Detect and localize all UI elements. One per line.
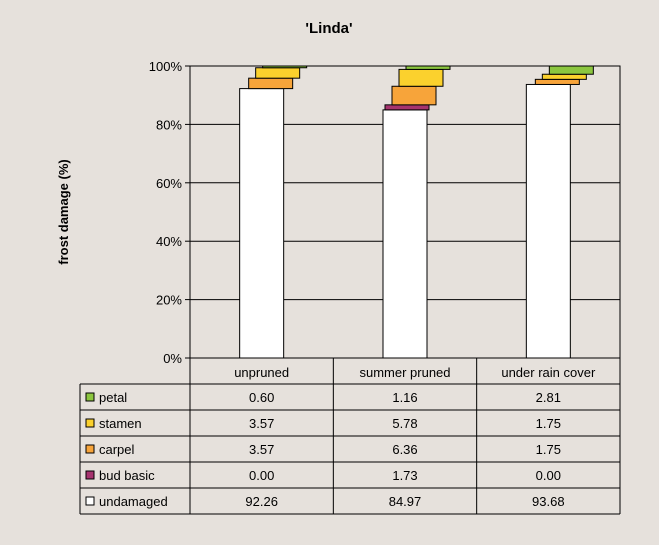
bar-stamen <box>541 73 587 80</box>
y-tick-label: 40% <box>156 234 182 249</box>
table-cell: 3.57 <box>249 416 274 431</box>
data-table: unpruned summer pruned under rain cover pet… <box>79 358 621 515</box>
bar-petal <box>548 65 594 75</box>
table-cell: 92.26 <box>245 494 278 509</box>
table-cell: 0.60 <box>249 390 274 405</box>
bar-carpel <box>248 77 294 90</box>
bar-petal <box>262 65 308 69</box>
legend-label: undamaged <box>99 494 168 509</box>
table-cell: 0.00 <box>249 468 274 483</box>
table-cell: 6.36 <box>392 442 417 457</box>
legend-swatch <box>85 418 95 428</box>
y-tick-label: 80% <box>156 117 182 132</box>
table-cell: 3.57 <box>249 442 274 457</box>
legend-swatch <box>85 392 95 402</box>
legend-swatch <box>85 444 95 454</box>
bar-carpel <box>391 85 437 106</box>
table-cell: 93.68 <box>532 494 565 509</box>
y-tick-label: 20% <box>156 293 182 308</box>
y-axis-label: frost damage (%) <box>56 159 71 264</box>
y-tick-label: 60% <box>156 176 182 191</box>
bar-bud-basic <box>384 104 430 111</box>
bar-undamaged <box>239 88 285 359</box>
table-cell: 1.16 <box>392 390 417 405</box>
category-label: summer pruned <box>359 365 450 380</box>
table-cell: 5.78 <box>392 416 417 431</box>
y-axis-ticks: 0% 20% 40% 60% 80% 100% <box>149 59 190 366</box>
bar-undamaged <box>525 83 571 359</box>
legend-label: petal <box>99 390 127 405</box>
bar-stamen <box>255 67 301 79</box>
bar-undamaged <box>382 109 428 359</box>
legend-swatch <box>85 470 95 480</box>
legend-swatch <box>85 496 95 506</box>
table-cell: 1.75 <box>536 442 561 457</box>
category-label: unpruned <box>234 365 289 380</box>
y-tick-label: 100% <box>149 59 183 74</box>
table-cell: 1.73 <box>392 468 417 483</box>
bar-carpel <box>534 78 580 85</box>
chart-title: 'Linda' <box>305 20 352 37</box>
legend-label: stamen <box>99 416 142 431</box>
bar-stamen <box>398 68 444 87</box>
table-cell: 1.75 <box>536 416 561 431</box>
table-cell: 2.81 <box>536 390 561 405</box>
legend-label: bud basic <box>99 468 155 483</box>
bars <box>239 65 594 359</box>
legend-label: carpel <box>99 442 135 457</box>
category-label: under rain cover <box>501 365 596 380</box>
table-cell: 84.97 <box>389 494 422 509</box>
y-tick-label: 0% <box>163 351 182 366</box>
bar-petal <box>405 65 451 70</box>
table-cell: 0.00 <box>536 468 561 483</box>
